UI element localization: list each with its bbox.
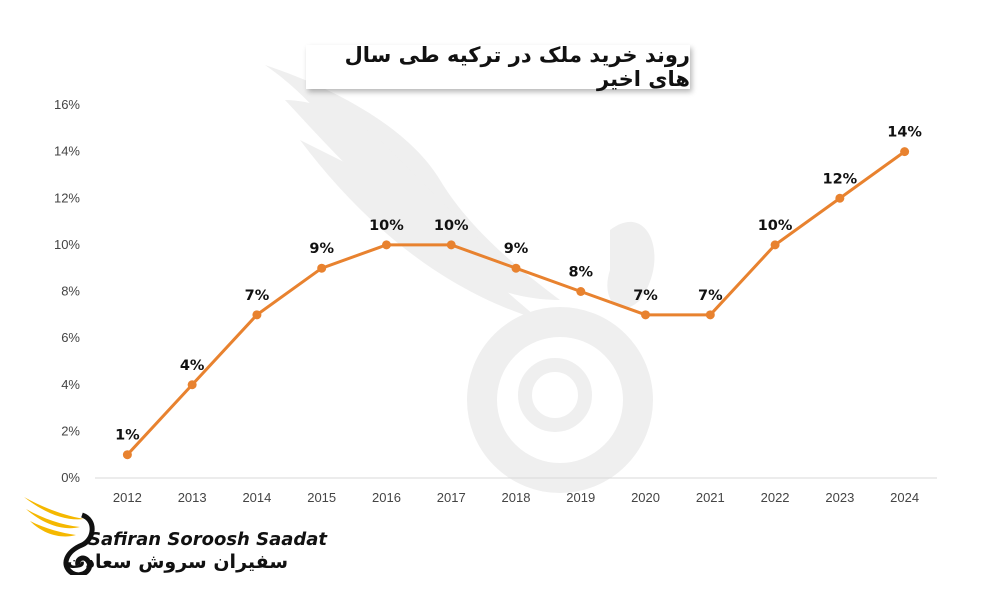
x-tick-label: 2020 <box>631 490 660 505</box>
data-label: 8% <box>568 265 593 281</box>
swan-logo-icon <box>24 497 95 575</box>
data-label: 14% <box>887 125 922 141</box>
data-point <box>900 147 910 157</box>
data-label: 10% <box>434 218 469 234</box>
x-tick-label: 2012 <box>113 490 142 505</box>
y-tick-label: 8% <box>61 284 80 299</box>
x-tick-label: 2024 <box>890 490 919 505</box>
y-tick-label: 12% <box>54 190 80 205</box>
logo-text-fa: سفیران سروش سعادت <box>66 551 288 573</box>
x-tick-label: 2015 <box>307 490 336 505</box>
y-tick-label: 0% <box>61 470 80 485</box>
brand-logo: Safiran Soroosh Saadat سفیران سروش سعادت <box>22 495 327 585</box>
y-tick-label: 6% <box>61 330 80 345</box>
x-tick-label: 2021 <box>696 490 725 505</box>
data-point <box>770 240 780 250</box>
x-tick-label: 2017 <box>437 490 466 505</box>
data-point <box>705 310 715 320</box>
data-point <box>381 240 391 250</box>
y-tick-label: 2% <box>61 423 80 438</box>
x-tick-label: 2016 <box>372 490 401 505</box>
data-point <box>576 287 586 296</box>
data-point <box>511 263 521 273</box>
x-tick-label: 2019 <box>566 490 595 505</box>
data-label: 10% <box>758 218 793 234</box>
x-tick-label: 2022 <box>761 490 790 505</box>
data-point <box>317 263 327 273</box>
data-label: 9% <box>309 241 334 257</box>
chart-title: روند خرید ملک در ترکیه طی سال های اخیر <box>306 43 690 91</box>
data-label: 4% <box>180 358 205 374</box>
x-tick-label: 2023 <box>825 490 854 505</box>
data-label: 10% <box>369 218 404 234</box>
data-point <box>641 310 651 320</box>
data-label: 7% <box>698 288 723 304</box>
data-label: 7% <box>245 288 270 304</box>
data-point <box>835 193 845 203</box>
watermark-swan-icon <box>265 65 655 493</box>
data-point <box>187 380 197 390</box>
data-point <box>122 450 132 460</box>
y-tick-label: 10% <box>54 237 80 252</box>
data-label: 9% <box>504 241 529 257</box>
data-label: 1% <box>115 428 140 444</box>
y-tick-label: 16% <box>54 97 80 112</box>
data-point <box>252 310 262 320</box>
logo-text-en: Safiran Soroosh Saadat <box>88 529 328 550</box>
x-tick-label: 2018 <box>502 490 531 505</box>
x-tick-label: 2014 <box>242 490 271 505</box>
x-tick-label: 2013 <box>178 490 207 505</box>
data-label: 12% <box>822 171 857 187</box>
data-label: 7% <box>633 288 658 304</box>
data-point <box>446 240 456 250</box>
y-tick-label: 14% <box>54 144 80 159</box>
y-tick-label: 4% <box>61 377 80 392</box>
